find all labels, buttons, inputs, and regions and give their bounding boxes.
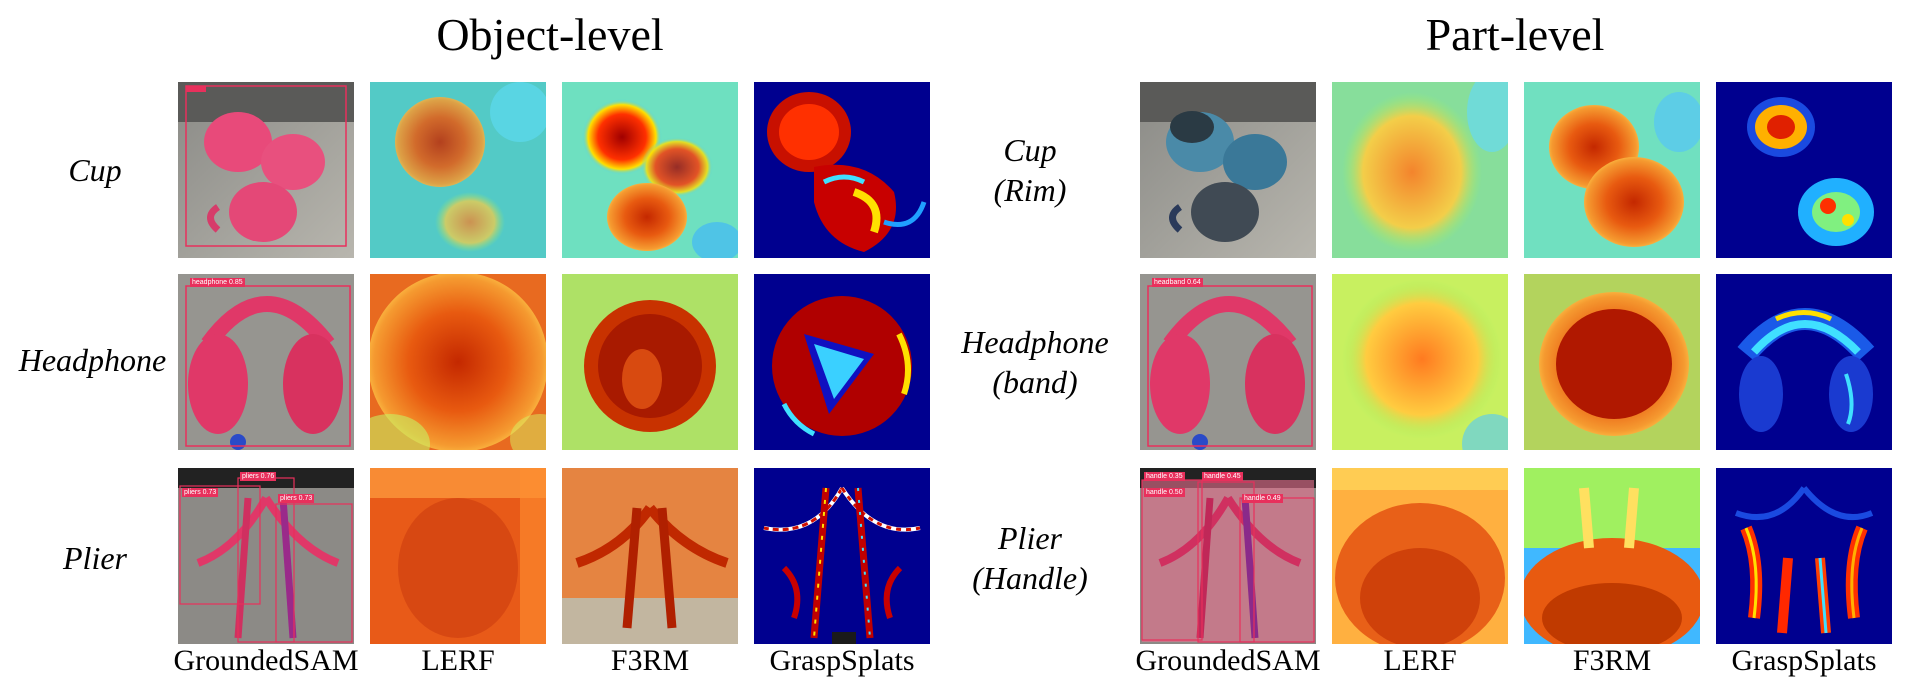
detection-tag: pliers 0.76 <box>240 472 277 481</box>
panel-object-cup-graspsplats <box>754 82 930 258</box>
panel-part-plier-f3rm <box>1524 468 1700 644</box>
row-label-headphone-band: Headphone (band) <box>961 324 1109 400</box>
panel-part-cup-graspsplats <box>1716 82 1892 258</box>
detection-tag: pliers 0.73 <box>182 488 219 497</box>
row-label-plier: Plier <box>63 540 127 576</box>
panel-part-plier-groundedsam: handle 0.35 handle 0.45 handle 0.50 hand… <box>1140 468 1316 644</box>
panel-part-cup-lerf <box>1332 82 1508 258</box>
panel-part-headphone-f3rm <box>1524 274 1700 450</box>
column-label-groundedsam: GroundedSAM <box>173 644 359 677</box>
detection-tag: pliers 0.73 <box>278 494 315 503</box>
column-label-groundedsam: GroundedSAM <box>1135 644 1321 677</box>
column-label-graspsplats: GraspSplats <box>769 644 915 677</box>
column-label-graspsplats: GraspSplats <box>1731 644 1877 677</box>
panel-part-plier-lerf <box>1332 468 1508 644</box>
panel-object-headphone-groundedsam: headphone 0.85 <box>178 274 354 450</box>
panel-object-cup-groundedsam <box>178 82 354 258</box>
detection-tag: handle 0.50 <box>1144 488 1185 497</box>
section-title-part-level: Part-level <box>1425 9 1605 60</box>
panel-object-plier-lerf <box>370 468 546 644</box>
panel-object-headphone-f3rm <box>562 274 738 450</box>
row-label-headphone: Headphone <box>18 342 167 378</box>
panel-object-cup-lerf <box>370 82 546 258</box>
column-label-lerf: LERF <box>1383 644 1457 677</box>
row-label-cup: Cup <box>68 152 122 188</box>
row-label-plier-handle: Plier (Handle) <box>972 520 1088 596</box>
column-label-f3rm: F3RM <box>610 644 690 677</box>
panel-object-headphone-graspsplats <box>754 274 930 450</box>
row-label-cup-rim: Cup (Rim) <box>993 132 1067 208</box>
column-label-lerf: LERF <box>421 644 495 677</box>
panel-part-headphone-lerf <box>1332 274 1508 450</box>
detection-tag: headphone 0.85 <box>190 278 245 287</box>
panel-object-plier-f3rm <box>562 468 738 644</box>
detection-tag: handle 0.49 <box>1242 494 1283 503</box>
panel-part-headphone-graspsplats <box>1716 274 1892 450</box>
detection-tag: handle 0.35 <box>1144 472 1185 481</box>
column-label-f3rm: F3RM <box>1572 644 1652 677</box>
panel-part-headphone-groundedsam: headband 0.64 <box>1140 274 1316 450</box>
section-title-object-level: Object-level <box>436 9 664 60</box>
panel-part-plier-graspsplats <box>1716 468 1892 644</box>
panel-object-plier-graspsplats <box>754 468 930 644</box>
panel-object-headphone-lerf <box>370 274 546 450</box>
panel-part-cup-groundedsam <box>1140 82 1316 258</box>
panel-object-plier-groundedsam: pliers 0.73 pliers 0.76 pliers 0.73 <box>178 468 354 644</box>
panel-object-cup-f3rm <box>562 82 738 258</box>
detection-tag: handle 0.45 <box>1202 472 1243 481</box>
detection-tag: headband 0.64 <box>1152 278 1203 287</box>
panel-part-cup-f3rm <box>1524 82 1700 258</box>
